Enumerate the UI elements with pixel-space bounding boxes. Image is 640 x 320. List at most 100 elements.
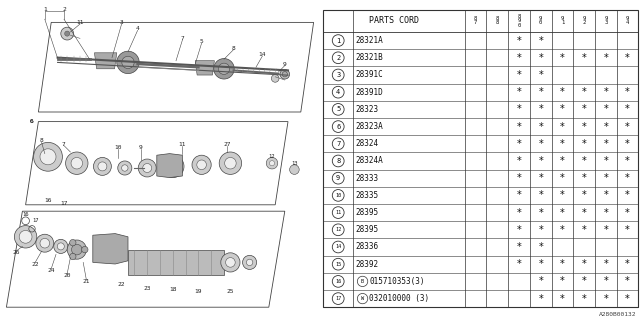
- Text: 9
4: 9 4: [626, 16, 629, 26]
- Circle shape: [70, 239, 76, 246]
- Text: 4: 4: [336, 89, 340, 95]
- Text: *: *: [604, 122, 608, 132]
- Text: *: *: [604, 104, 608, 114]
- Text: *: *: [516, 36, 522, 45]
- Text: 22: 22: [31, 261, 39, 267]
- Text: *: *: [538, 122, 543, 132]
- Circle shape: [40, 238, 50, 248]
- Text: 10: 10: [115, 145, 122, 150]
- Text: 14: 14: [335, 244, 341, 250]
- Text: 11: 11: [76, 20, 84, 25]
- Text: *: *: [625, 53, 630, 63]
- Text: *: *: [516, 259, 522, 269]
- Text: 16: 16: [22, 212, 29, 217]
- Text: 28391D: 28391D: [356, 88, 383, 97]
- Text: 28336: 28336: [356, 243, 379, 252]
- Text: W: W: [361, 296, 364, 301]
- Text: *: *: [582, 104, 586, 114]
- Text: 8: 8: [232, 45, 236, 51]
- Circle shape: [82, 246, 88, 253]
- Circle shape: [66, 152, 88, 174]
- Text: 9
0: 9 0: [539, 16, 542, 26]
- Text: *: *: [582, 173, 586, 183]
- Text: 24: 24: [47, 268, 55, 273]
- Text: 28323A: 28323A: [356, 122, 383, 131]
- Text: 6: 6: [30, 119, 34, 124]
- Text: *: *: [582, 190, 586, 200]
- Text: 28395: 28395: [356, 225, 379, 234]
- Circle shape: [118, 161, 132, 175]
- Circle shape: [143, 164, 152, 172]
- Text: 9
3: 9 3: [604, 16, 607, 26]
- Polygon shape: [95, 53, 117, 69]
- Text: *: *: [538, 190, 543, 200]
- Text: *: *: [582, 259, 586, 269]
- Text: *: *: [560, 53, 565, 63]
- Text: *: *: [516, 70, 522, 80]
- Text: *: *: [625, 225, 630, 235]
- Circle shape: [192, 155, 211, 174]
- Text: 22: 22: [118, 282, 125, 287]
- Circle shape: [54, 239, 68, 253]
- Text: 17: 17: [60, 201, 68, 206]
- Text: 5: 5: [336, 106, 340, 112]
- Circle shape: [116, 51, 140, 74]
- Text: 26: 26: [12, 250, 20, 255]
- Text: *: *: [582, 122, 586, 132]
- Text: 9
2: 9 2: [582, 16, 586, 26]
- Circle shape: [93, 157, 111, 175]
- Circle shape: [72, 244, 82, 255]
- Text: 10: 10: [335, 193, 341, 198]
- Text: *: *: [604, 225, 608, 235]
- Text: *: *: [538, 87, 543, 97]
- Text: *: *: [516, 225, 522, 235]
- Text: *: *: [560, 87, 565, 97]
- Circle shape: [218, 63, 230, 75]
- Text: *: *: [560, 173, 565, 183]
- Text: *: *: [560, 225, 565, 235]
- Text: *: *: [538, 53, 543, 63]
- Text: 18: 18: [169, 287, 177, 292]
- Circle shape: [19, 230, 32, 243]
- Circle shape: [197, 160, 207, 170]
- Text: 9: 9: [139, 145, 143, 150]
- Text: 8
7: 8 7: [474, 16, 477, 26]
- Text: 11: 11: [179, 141, 186, 147]
- Circle shape: [138, 159, 156, 177]
- Text: *: *: [604, 173, 608, 183]
- Text: 28395: 28395: [356, 208, 379, 217]
- Text: *: *: [516, 87, 522, 97]
- Text: *: *: [516, 122, 522, 132]
- Bar: [128, 250, 224, 275]
- Circle shape: [65, 31, 70, 36]
- Text: B: B: [361, 279, 364, 284]
- Circle shape: [58, 243, 65, 250]
- Text: *: *: [538, 139, 543, 149]
- Text: *: *: [582, 87, 586, 97]
- Circle shape: [226, 258, 236, 267]
- Text: *: *: [516, 104, 522, 114]
- Text: *: *: [625, 156, 630, 166]
- Text: 27: 27: [223, 141, 231, 147]
- Text: 28392: 28392: [356, 260, 379, 269]
- Circle shape: [221, 253, 240, 272]
- Text: 032010000 (3): 032010000 (3): [369, 294, 429, 303]
- Polygon shape: [157, 154, 182, 178]
- Text: *: *: [625, 208, 630, 218]
- Text: *: *: [625, 173, 630, 183]
- Text: 16: 16: [44, 197, 52, 203]
- Text: *: *: [625, 276, 630, 286]
- Text: 28321A: 28321A: [356, 36, 383, 45]
- Text: *: *: [560, 104, 565, 114]
- Text: 28324A: 28324A: [356, 156, 383, 165]
- Circle shape: [282, 72, 287, 77]
- Text: *: *: [625, 104, 630, 114]
- Text: 7: 7: [336, 141, 340, 147]
- Text: 2: 2: [62, 7, 66, 12]
- Text: 3: 3: [336, 72, 340, 78]
- Text: 1: 1: [43, 7, 47, 12]
- Text: 15: 15: [335, 262, 341, 267]
- Text: 11: 11: [335, 210, 341, 215]
- Text: *: *: [560, 139, 565, 149]
- Circle shape: [225, 157, 236, 169]
